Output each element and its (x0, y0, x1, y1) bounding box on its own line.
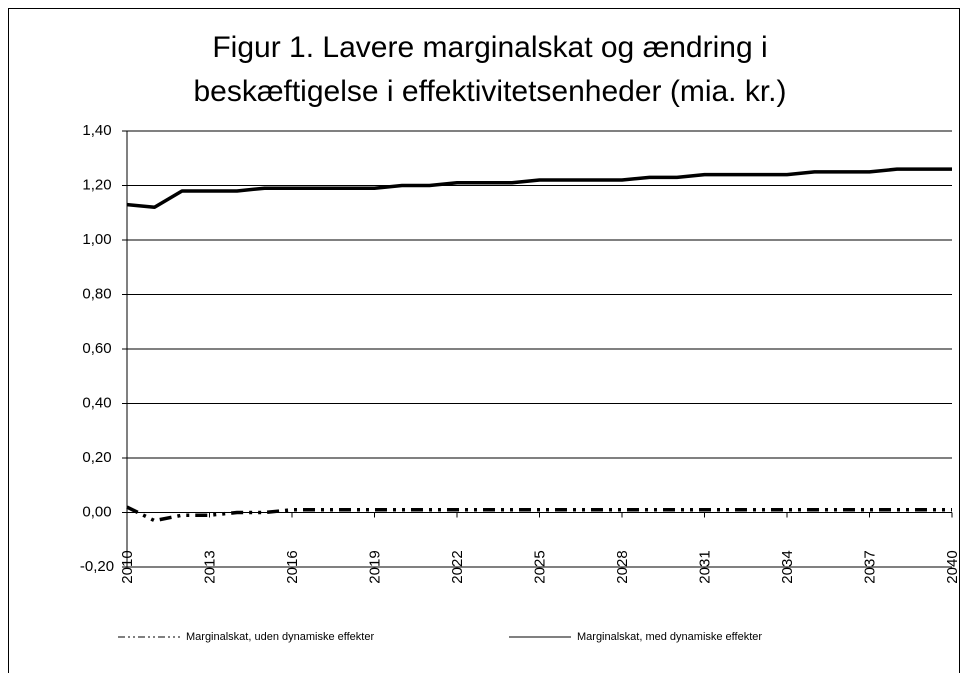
x-tick-label: 2025 (531, 550, 548, 583)
y-tick-label: 1,00 (82, 231, 111, 248)
y-tick-label: 0,80 (82, 285, 111, 302)
x-tick-label: 2019 (366, 550, 383, 583)
x-tick-label: 2022 (449, 550, 466, 583)
x-tick-label: 2010 (119, 550, 136, 583)
chart-frame (8, 8, 960, 673)
y-tick-label: 0,40 (82, 394, 111, 411)
x-tick-label: 2040 (944, 550, 961, 583)
legend-label: Marginalskat, med dynamiske effekter (577, 631, 762, 643)
y-tick-label: 1,20 (82, 176, 111, 193)
x-tick-label: 2016 (284, 550, 301, 583)
x-tick-label: 2037 (861, 550, 878, 583)
y-tick-label: 1,40 (82, 122, 111, 139)
series-line (126, 505, 952, 523)
x-tick-label: 2031 (696, 550, 713, 583)
legend-label: Marginalskat, uden dynamiske effekter (186, 631, 374, 643)
x-tick-label: 2013 (201, 550, 218, 583)
y-tick-label: -0,20 (80, 558, 114, 575)
y-tick-label: 0,20 (82, 449, 111, 466)
x-tick-label: 2034 (779, 550, 796, 583)
chart-title: Figur 1. Lavere marginalskat og ændring … (193, 31, 787, 108)
series-line (126, 167, 952, 210)
y-tick-label: 0,00 (82, 503, 111, 520)
y-tick-label: 0,60 (82, 340, 111, 357)
x-tick-label: 2028 (614, 550, 631, 583)
